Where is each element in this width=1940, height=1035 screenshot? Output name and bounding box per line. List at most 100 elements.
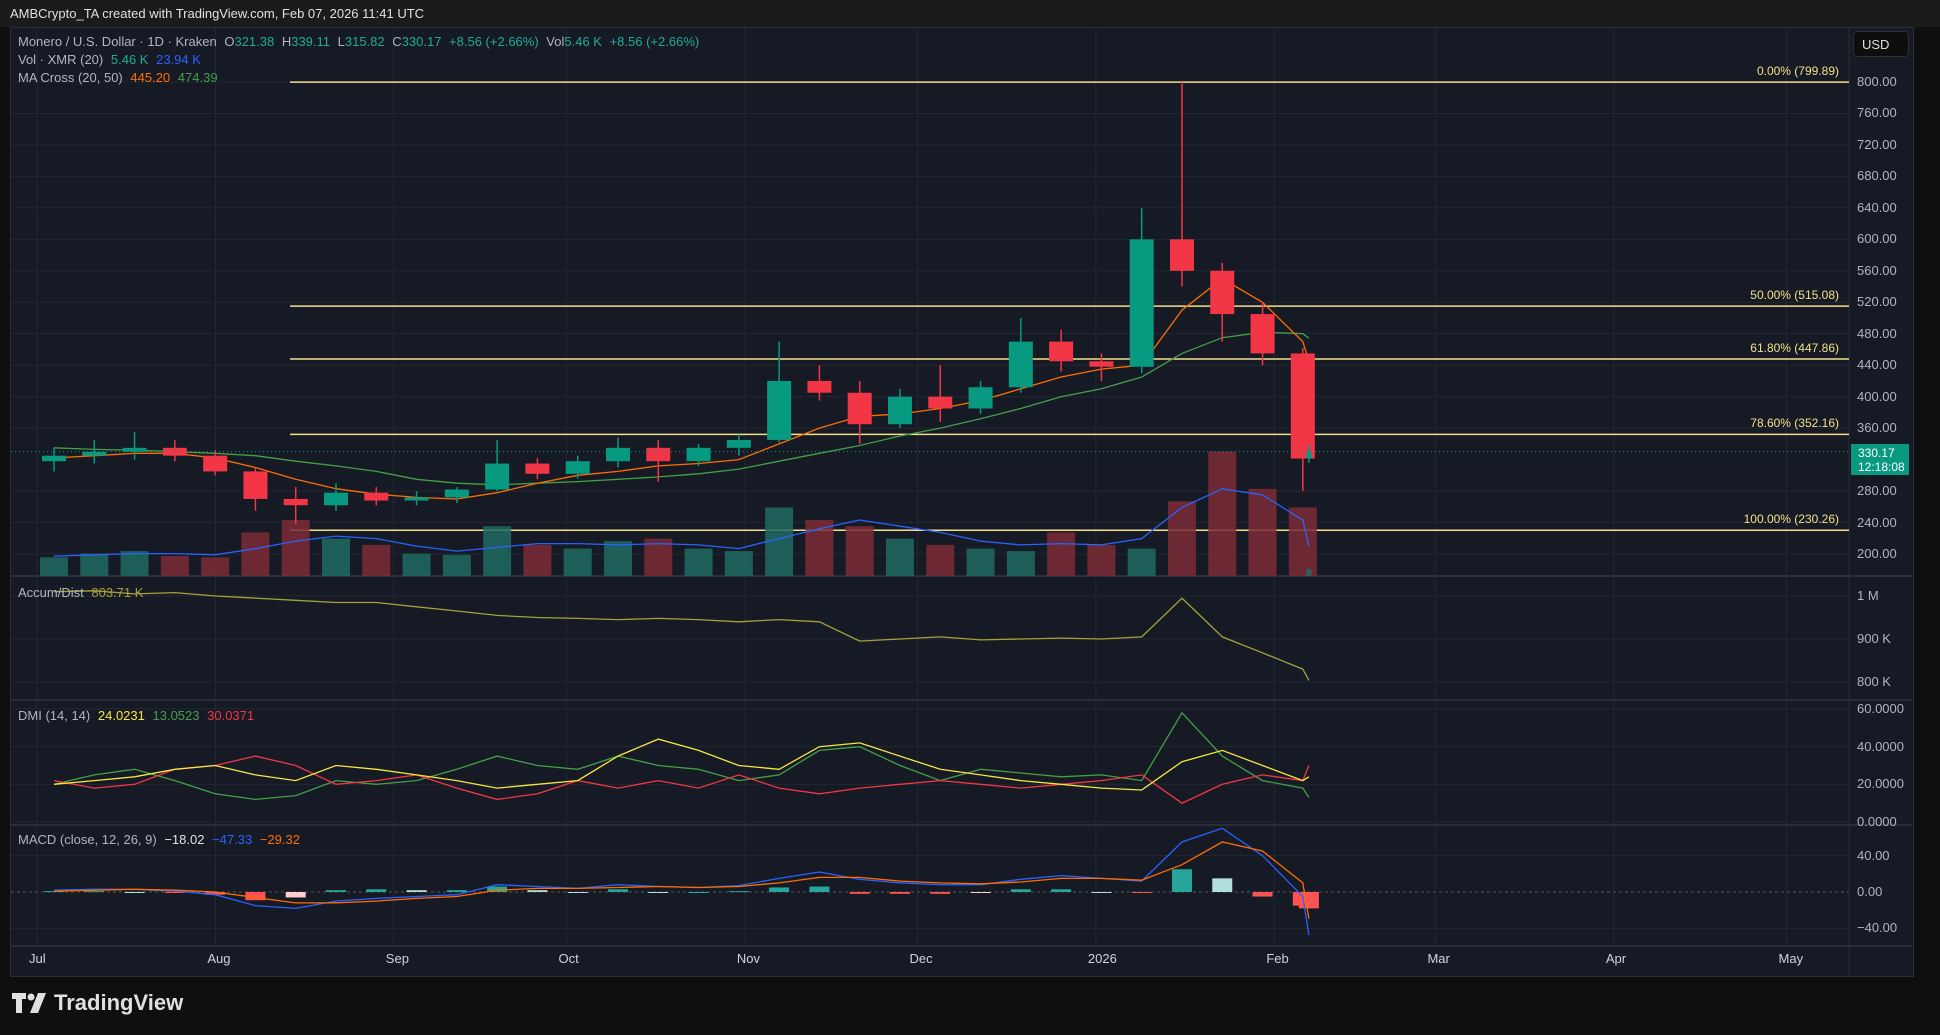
vol-value: 5.46 K	[564, 34, 602, 49]
volume-indicator-value: 5.46 K	[110, 52, 149, 67]
macd-histogram-bar	[205, 892, 226, 895]
currency-button[interactable]: USD	[1853, 31, 1909, 57]
candle-body[interactable]	[1250, 314, 1275, 354]
macd-histogram-bar	[1298, 892, 1319, 909]
high-label: H	[281, 34, 292, 49]
volume-bar	[1006, 551, 1035, 576]
price-axis-label: 480.00	[1857, 325, 1897, 341]
price-axis-label: 640.00	[1857, 199, 1897, 215]
plus-di-value: 13.0523	[152, 708, 200, 723]
volume-ma-value: 23.94 K	[156, 52, 201, 67]
volume-bar	[1208, 451, 1237, 576]
candle-body[interactable]	[364, 492, 389, 501]
macd-signal-value: −29.32	[259, 832, 300, 847]
accum-dist-line	[53, 590, 1310, 681]
macd-histogram-bar	[1171, 869, 1192, 892]
candle-body[interactable]	[444, 489, 469, 498]
candle-body[interactable]	[767, 380, 792, 440]
macd-histogram-bar	[1051, 889, 1072, 892]
candle-body[interactable]	[243, 471, 268, 499]
candle-body[interactable]	[42, 455, 66, 462]
macd-value: −47.33	[212, 832, 253, 847]
low-value: 315.82	[344, 34, 385, 49]
candle-body[interactable]	[1290, 353, 1315, 459]
candle-body[interactable]	[485, 463, 510, 490]
volume-bar	[644, 538, 673, 576]
fib-level-label: 100.00% (230.26)	[1743, 512, 1839, 527]
accum-dist-legend[interactable]: Accum/Dist 803.71 K	[18, 585, 147, 600]
candle-body[interactable]	[928, 396, 953, 409]
candle-body[interactable]	[726, 439, 751, 448]
macd-histogram-bar	[285, 892, 306, 898]
candle-body[interactable]	[525, 463, 550, 474]
candle-body[interactable]	[404, 497, 429, 501]
candle-body[interactable]	[1089, 361, 1114, 367]
volume-bar	[120, 551, 149, 576]
current-price: 330.17	[1858, 446, 1895, 460]
symbol-name[interactable]: Monero / U.S. Dollar · 1D · Kraken	[18, 34, 217, 49]
candle-body[interactable]	[1129, 239, 1154, 367]
macd-histogram-bar	[607, 889, 628, 892]
price-axis-label: 560.00	[1857, 262, 1897, 278]
ma-cross-legend[interactable]: MA Cross (20, 50) 445.20 474.39	[18, 70, 222, 85]
accum-dist-value: 803.71 K	[91, 585, 144, 600]
candle-body[interactable]	[887, 396, 912, 425]
time-axis-label: Jul	[29, 951, 46, 966]
macd-histogram-bar	[366, 889, 387, 892]
macd-histogram-bar	[889, 892, 910, 894]
macd-hist-value: −18.02	[164, 832, 205, 847]
time-axis-label: 2026	[1087, 951, 1117, 966]
high-value: 339.11	[291, 34, 331, 49]
candle-body[interactable]	[605, 447, 630, 462]
candle-body[interactable]	[807, 380, 832, 393]
candle-body[interactable]	[283, 498, 308, 506]
macd-histogram-bar	[164, 892, 185, 893]
candle-body[interactable]	[162, 447, 187, 456]
candle-body[interactable]	[1210, 270, 1235, 315]
accum-dist-axis-label: 1 M	[1857, 588, 1879, 603]
volume-bar	[321, 538, 350, 576]
tradingview-logo[interactable]: TradingView	[12, 990, 183, 1016]
volume-bar	[684, 548, 713, 576]
adx-line	[53, 738, 1310, 791]
macd-histogram-bar	[406, 890, 427, 892]
candle-body[interactable]	[686, 447, 711, 462]
time-axis-label: Apr	[1605, 951, 1627, 966]
volume-bar	[724, 551, 753, 576]
volume-ma-line	[53, 488, 1310, 557]
dmi-axis-label: 40.0000	[1857, 738, 1904, 754]
candle-body[interactable]	[203, 455, 228, 472]
macd-histogram-bar	[809, 886, 830, 892]
volume-bar	[926, 544, 955, 576]
ma20-line	[53, 277, 1310, 500]
volume-bar	[1167, 501, 1196, 576]
candle-body[interactable]	[565, 461, 590, 474]
candle-body[interactable]	[1049, 341, 1074, 362]
open-label: O	[224, 34, 235, 49]
fib-level-label: 0.00% (799.89)	[1756, 64, 1839, 79]
fib-level-label: 50.00% (515.08)	[1750, 288, 1839, 303]
candle-body[interactable]	[1306, 451, 1312, 459]
macd-histogram-bar	[44, 891, 64, 893]
candle-body[interactable]	[323, 492, 348, 506]
macd-histogram-bar	[728, 891, 749, 893]
macd-histogram-bar	[688, 892, 709, 893]
candle-body[interactable]	[646, 447, 671, 462]
time-axis-label: Mar	[1427, 951, 1450, 966]
minus-di-value: 30.0371	[207, 708, 255, 723]
candle-body[interactable]	[1169, 239, 1194, 271]
candle-body[interactable]	[82, 451, 107, 456]
price-axis-label: 200.00	[1857, 546, 1897, 562]
macd-histogram-bar	[1252, 892, 1273, 897]
vol-change: +8.56 (+2.66%)	[609, 34, 700, 49]
candle-body[interactable]	[847, 392, 872, 425]
candle-body[interactable]	[122, 447, 147, 452]
macd-legend[interactable]: MACD (close, 12, 26, 9) −18.02 −47.33 −2…	[18, 832, 304, 847]
candle-body[interactable]	[968, 387, 993, 409]
candle-body[interactable]	[1008, 341, 1033, 388]
macd-histogram-bar	[648, 892, 669, 893]
dmi-legend[interactable]: DMI (14, 14) 24.0231 13.0523 30.0371	[18, 708, 258, 723]
volume-legend[interactable]: Vol · XMR (20) 5.46 K 23.94 K	[18, 52, 205, 67]
macd-histogram-bar	[1091, 892, 1112, 893]
